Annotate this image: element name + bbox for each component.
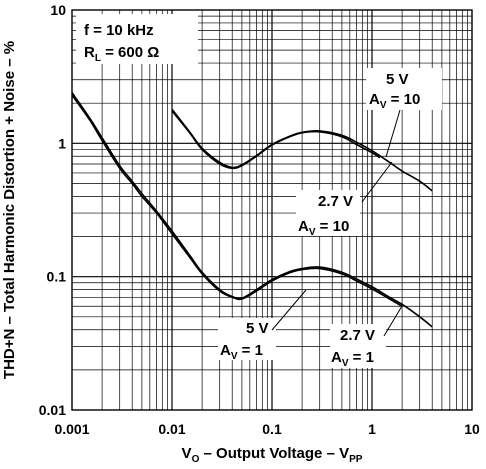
plot-frame	[71, 9, 473, 411]
annotation-leader	[361, 161, 393, 203]
y-tick-label: 10	[50, 2, 66, 18]
annotation-leader	[385, 109, 401, 158]
x-tick-label: 10	[464, 421, 480, 437]
y-tick-label: 0.01	[39, 402, 66, 418]
x-tick-label: 0.001	[54, 421, 89, 437]
x-tick-label: 0.01	[158, 421, 185, 437]
x-tick-label: 1	[368, 421, 376, 437]
x-tick-labels: 0.001 0.01 0.1 1 10	[54, 421, 480, 437]
y-axis-title: THD+N – Total Harmonic Distortion + Nois…	[1, 41, 18, 379]
series-line-3	[71, 92, 433, 328]
annotation-leader	[383, 305, 403, 337]
x-axis-title: VO – Output Voltage – VPP	[182, 445, 363, 464]
annotation-label: 2.7 V	[340, 327, 375, 344]
condition-frequency: f = 10 kHz	[84, 22, 154, 39]
conditions-box: f = 10 kHz RL = 600 Ω	[76, 14, 198, 64]
annotation-2p7v-av10: 2.7 V AV = 10	[296, 161, 393, 238]
y-tick-label: 0.1	[47, 269, 67, 285]
x-tick-label: 0.1	[262, 421, 282, 437]
annotation-gain: AV = 1	[331, 349, 374, 369]
y-tick-labels: 0.01 0.1 1 10	[39, 2, 66, 418]
annotation-leader	[271, 289, 307, 331]
annotation-label: 5 V	[246, 320, 269, 337]
annotation-label: 2.7 V	[318, 193, 353, 210]
annotation-gain: AV = 10	[369, 91, 420, 111]
annotation-5v-av10: 5 V AV = 10	[366, 68, 442, 158]
annotation-gain: AV = 1	[220, 342, 263, 362]
annotation-2p7v-av1: 2.7 V AV = 1	[330, 305, 403, 369]
condition-load: RL = 600 Ω	[84, 44, 159, 64]
series-line-0	[171, 110, 381, 170]
annotation-label: 5 V	[386, 71, 409, 88]
y-tick-label: 1	[58, 135, 66, 151]
annotation-5v-av1: 5 V AV = 1	[218, 289, 307, 362]
series-group	[71, 92, 433, 328]
annotations: 5 V AV = 10 2.7 V AV = 10 5 V AV = 1	[218, 68, 442, 369]
annotation-gain: AV = 10	[298, 218, 349, 238]
